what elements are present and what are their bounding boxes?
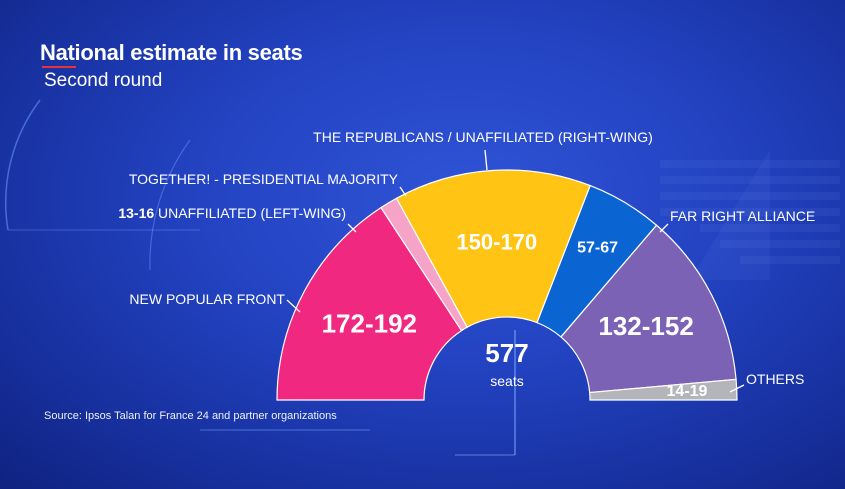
slice-0 — [276, 206, 463, 401]
slice-value-4: 132-152 — [598, 311, 693, 341]
slice-value-3: 57-67 — [577, 240, 618, 257]
slice-label-1: 13-16 UNAFFILIATED (LEFT-WING) — [118, 205, 346, 221]
leader-line-3 — [484, 149, 488, 171]
slice-5 — [589, 378, 738, 401]
slice-4 — [560, 224, 737, 394]
slice-label-3: THE REPUBLICANS / UNAFFILIATED (RIGHT-WI… — [313, 129, 653, 145]
slice-label-4: FAR RIGHT ALLIANCE — [670, 208, 815, 224]
title-accent-line — [42, 66, 76, 68]
chart-subtitle: Second round — [44, 70, 163, 91]
slice-label-5: OTHERS — [746, 371, 804, 387]
slice-value-2: 150-170 — [456, 230, 537, 255]
slice-2 — [395, 169, 591, 329]
slice-label-2: TOGETHER! - PRESIDENTIAL MAJORITY — [129, 171, 399, 187]
leader-line-2 — [399, 186, 407, 197]
slice-label-0: NEW POPULAR FRONT — [129, 291, 285, 307]
total-seats-unit: seats — [490, 373, 523, 389]
total-seats-value: 577 — [485, 338, 528, 368]
source-note: Source: Ipsos Talan for France 24 and pa… — [44, 410, 337, 422]
leader-line-0 — [286, 299, 301, 313]
chart-title: National estimate in seats — [40, 40, 303, 65]
slice-value-5: 14-19 — [667, 383, 708, 400]
leader-line-5 — [729, 384, 745, 393]
slice-value-0: 172-192 — [322, 308, 417, 338]
leader-line-1 — [347, 223, 357, 233]
leader-line-4 — [659, 223, 669, 233]
